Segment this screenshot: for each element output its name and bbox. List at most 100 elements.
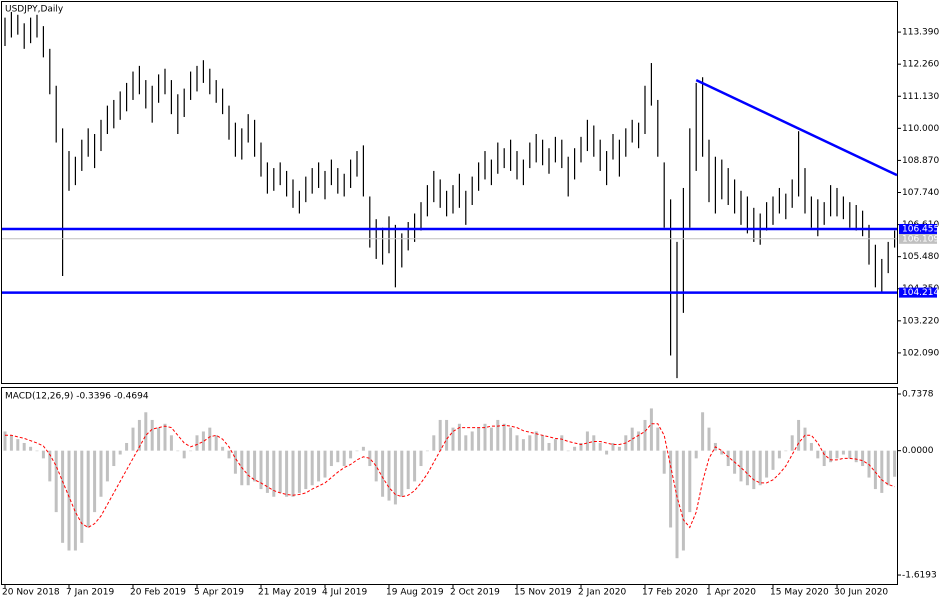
macd-bar (393, 450, 397, 505)
macd-bar (150, 419, 154, 451)
macd-bar (419, 450, 423, 467)
macd-bar (528, 435, 532, 451)
macd-bar (137, 419, 141, 451)
macd-bar (61, 450, 65, 543)
macd-bar (29, 446, 33, 451)
macd-bar (35, 450, 39, 452)
macd-bar (720, 450, 724, 455)
macd-frame (1, 387, 898, 585)
macd-bar (784, 450, 788, 452)
macd-bar (726, 450, 730, 467)
macd-bar (41, 450, 45, 459)
macd-bar (688, 450, 692, 513)
x-tick-label: 20 Nov 2018 (2, 588, 60, 598)
macd-bar (605, 450, 609, 455)
macd-bar (291, 450, 295, 497)
macd-bar (272, 450, 276, 497)
macd-bar (361, 446, 365, 451)
y-tick-label: 0.7378 (902, 390, 934, 400)
macd-bar (387, 450, 391, 501)
macd-bar (489, 427, 493, 451)
macd-bar (560, 435, 564, 451)
macd-bar (285, 450, 289, 497)
macd-bar (739, 450, 743, 482)
macd-bar (105, 450, 109, 482)
macd-bar (374, 450, 378, 482)
x-tick-label: 19 Aug 2019 (386, 588, 444, 598)
macd-bar (329, 450, 333, 467)
x-tick-label: 4 Jul 2019 (322, 588, 367, 598)
macd-bar (790, 435, 794, 451)
macd-bar (381, 450, 385, 497)
x-tick-label: 17 Feb 2020 (642, 588, 698, 598)
macd-bar (67, 450, 71, 551)
macd-bar (675, 450, 679, 559)
y-tick-label: 107.740 (902, 188, 939, 198)
macd-bar (803, 427, 807, 451)
macd-bar (464, 435, 468, 451)
macd-bar (86, 450, 90, 528)
x-tick-label: 2 Jan 2020 (578, 588, 626, 598)
macd-bar (259, 450, 263, 490)
macd-bar (323, 450, 327, 478)
macd-bar (669, 450, 673, 528)
y-tick-label: 112.260 (902, 60, 939, 70)
level-box (899, 223, 937, 234)
macd-bar (208, 427, 212, 451)
macd-bar (131, 427, 135, 451)
macd-bar (157, 427, 161, 451)
x-tick-label: 2 Oct 2019 (450, 588, 500, 598)
macd-bar (182, 450, 186, 459)
y-tick-label: 111.130 (902, 92, 939, 102)
macd-bar (630, 427, 634, 451)
y-tick-label: 108.870 (902, 156, 939, 166)
macd-bar (662, 450, 666, 474)
macd-bar (73, 450, 77, 551)
x-tick-label: 5 Apr 2019 (194, 588, 244, 598)
macd-bar (457, 423, 461, 451)
macd-bar (745, 450, 749, 486)
macd-bar (694, 450, 698, 459)
macd-bar (547, 442, 551, 451)
macd-bar (265, 450, 269, 493)
macd-bar (771, 450, 775, 470)
last-price-box (899, 233, 937, 244)
macd-bar (451, 427, 455, 451)
macd-bar (304, 450, 308, 490)
macd-bar (758, 450, 762, 486)
y-tick-label: -1.6193 (902, 571, 937, 581)
macd-bar (861, 450, 865, 467)
macd-bar (835, 450, 839, 459)
macd-bar (873, 450, 877, 490)
macd-bar (246, 450, 250, 486)
macd-bar (681, 450, 685, 551)
macd-bar (541, 435, 545, 451)
macd-bar (829, 450, 833, 463)
x-tick-label: 20 Feb 2019 (130, 588, 186, 598)
macd-bar (48, 450, 52, 482)
macd-bar (169, 435, 173, 451)
macd-bar (144, 412, 148, 451)
signal-line (5, 423, 895, 529)
macd-bar (515, 435, 519, 451)
macd-bar (886, 450, 890, 486)
macd-bar (406, 450, 410, 490)
level-label: 106.455 (902, 224, 939, 234)
macd-bar (349, 450, 353, 459)
macd-bar (816, 450, 820, 459)
last-price-label: 106.109 (902, 234, 939, 244)
macd-title: MACD(12,26,9) -0.3396 -0.4694 (5, 392, 149, 402)
level-label: 104.214 (902, 288, 939, 298)
macd-bar (611, 442, 615, 451)
macd-bar (841, 450, 845, 455)
macd-bar (400, 450, 404, 497)
macd-bar (809, 442, 813, 451)
x-tick-label: 7 Jan 2019 (66, 588, 114, 598)
macd-bar (496, 419, 500, 451)
y-tick-label: 113.390 (902, 28, 939, 38)
macd-bar (413, 450, 417, 482)
macd-bar (643, 419, 647, 451)
level-box (899, 287, 937, 298)
macd-bar (797, 419, 801, 451)
